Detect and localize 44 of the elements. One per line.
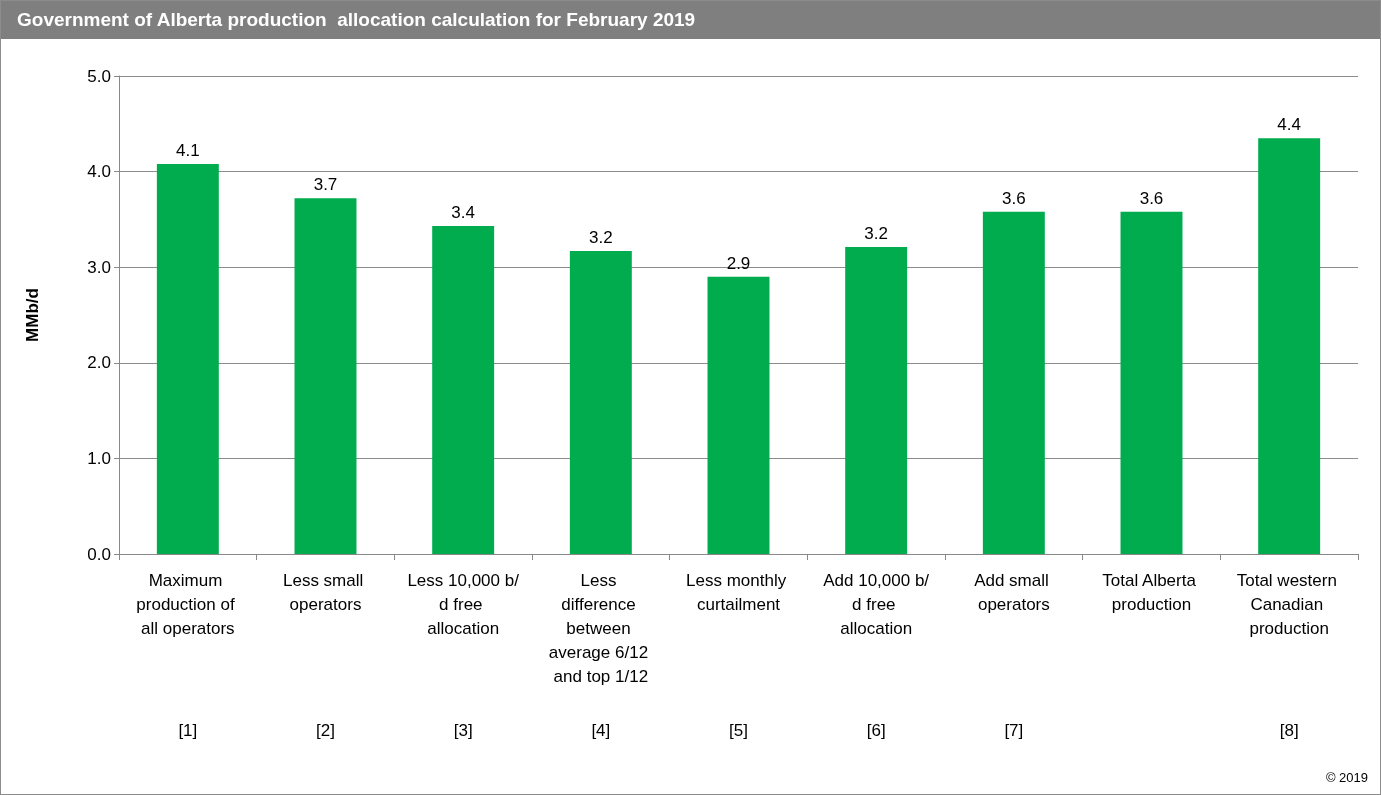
text: © 2019 [1325,770,1369,785]
y-tick-label: 3.0 [87,257,111,277]
bar [1120,211,1183,554]
data-label: 3.2 [864,224,888,244]
text: [8] [1279,721,1299,740]
data-label: 4.4 [1277,115,1301,135]
x-tick-label: Add 10,000 b/d free allocation [823,570,930,638]
x-tick-label: Total Alberta production [1102,570,1201,614]
text: [3] [453,721,473,740]
x-tick-label: Less small operators [282,570,369,614]
text: [7] [1004,721,1024,740]
y-tick-label: 0.0 [87,544,111,564]
data-label: 2.9 [726,253,751,273]
x-tick-label: Less difference between average 6/12 and top 1/12 [548,570,653,686]
x-tick-label: Maximum production of all operators [136,570,240,638]
text: [4] [591,721,611,740]
data-label: 3.6 [1002,188,1026,208]
data-label: 3.6 [1139,188,1164,208]
y-tick-label: 1.0 [87,448,111,468]
bar [294,198,357,554]
data-label: 3.7 [313,175,338,195]
data-label: 3.2 [589,227,613,247]
bar [1258,138,1321,554]
bar [156,163,219,554]
chart-title: Government of Alberta production allocation calculation for February 2019 [1,1,1380,39]
y-tick-label: 5.0 [87,66,111,86]
bar [845,247,908,554]
text: [1] [178,721,198,740]
bar [569,250,632,554]
y-tick-label: 2.0 [87,353,111,373]
text: [6] [866,721,886,740]
bar [982,211,1045,554]
x-tick-label: Add small operators [974,570,1054,614]
y-axis-title: MMb/d [23,288,42,342]
x-tick-label: Total western Canadian production [1236,570,1342,638]
data-label: 3.4 [451,203,475,223]
text: [2] [316,721,335,740]
y-tick-label: 4.0 [87,162,111,182]
x-tick-label: Less 10,000 b/d free allocation [407,570,520,638]
data-label: 4.1 [176,140,200,160]
bar [707,276,770,554]
bar [432,226,495,554]
text: [5] [729,721,748,740]
x-tick-label: Less monthly curtailment [686,570,791,614]
